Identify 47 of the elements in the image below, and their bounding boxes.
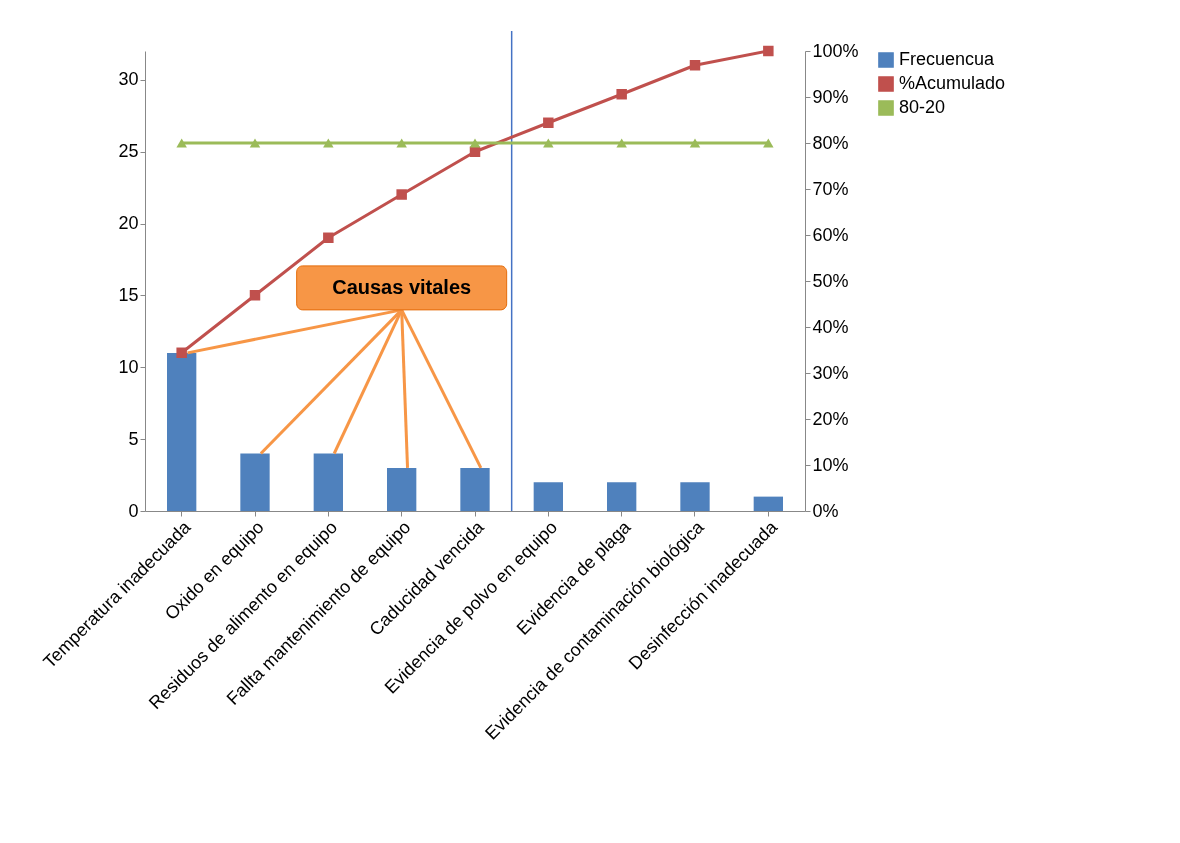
bar	[313, 453, 343, 511]
point	[763, 138, 774, 148]
y2-tick-label: 70%	[812, 178, 849, 199]
point	[176, 347, 187, 358]
y2-tick-label: 50%	[812, 270, 849, 291]
point	[616, 138, 627, 148]
point	[396, 189, 407, 200]
y-tick-label: 0	[128, 500, 139, 521]
legend-label: 80-20	[899, 97, 946, 117]
point	[323, 138, 334, 148]
point	[249, 290, 261, 301]
point	[176, 138, 187, 148]
bar	[387, 467, 417, 511]
point	[543, 117, 554, 128]
bar	[460, 467, 490, 511]
bar	[607, 482, 637, 511]
y2-tick-label: 0%	[812, 500, 839, 521]
legend-label: %Acumulado	[899, 73, 1006, 93]
y-tick-label: 10	[118, 356, 139, 377]
bar	[680, 482, 710, 511]
point	[469, 138, 481, 148]
point	[543, 138, 554, 148]
point	[396, 138, 407, 148]
bar	[167, 352, 197, 511]
y-tick-label: 20	[118, 213, 139, 233]
y2-tick-label: 90%	[812, 86, 849, 107]
y2-tick-label: 60%	[812, 224, 849, 245]
y-tick-label: 5	[128, 428, 139, 449]
y-tick-label: 15	[118, 284, 139, 305]
y2-tick-label: 20%	[812, 408, 849, 429]
point	[689, 60, 701, 71]
y-tick-label: 25	[118, 141, 139, 162]
y2-tick-label: 40%	[812, 316, 849, 337]
bar	[753, 496, 783, 511]
bar	[533, 482, 563, 511]
y2-tick-label: 30%	[812, 362, 849, 383]
point	[249, 138, 261, 148]
point	[763, 45, 774, 57]
y-tick-label: 30	[118, 69, 139, 90]
point	[616, 89, 627, 100]
point	[689, 138, 701, 148]
y2-tick-label: 10%	[812, 454, 849, 475]
y2-tick-label: 100%	[812, 40, 859, 61]
bar	[240, 453, 270, 511]
y2-tick-label: 80%	[812, 132, 849, 153]
legend-label: Frecuencua	[899, 49, 996, 69]
point	[323, 232, 334, 243]
